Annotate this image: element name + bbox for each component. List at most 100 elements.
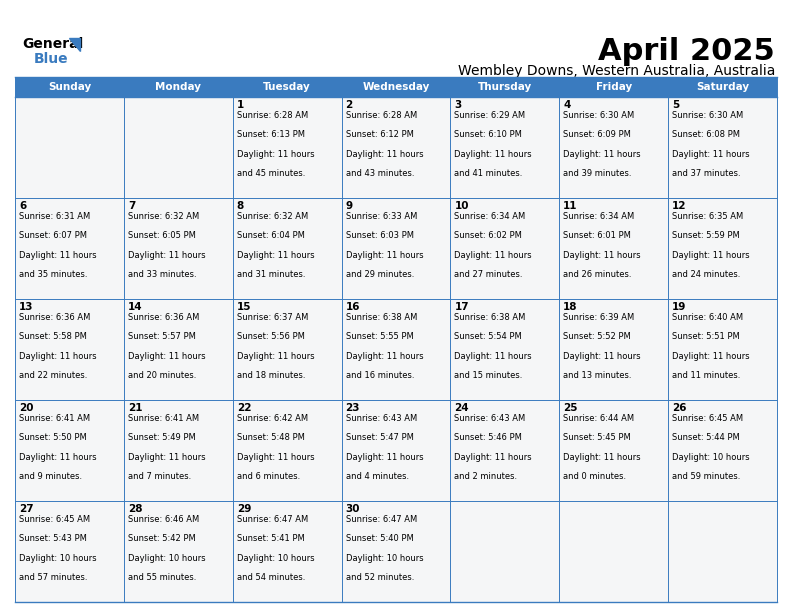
Bar [233, 97, 341, 198]
Bar [15, 299, 124, 400]
Text: Sunrise: 6:32 AM: Sunrise: 6:32 AM [237, 212, 308, 221]
Text: and 52 minutes.: and 52 minutes. [345, 573, 414, 582]
Text: Sunrise: 6:30 AM: Sunrise: 6:30 AM [563, 111, 634, 120]
Bar [451, 97, 559, 198]
Text: Sunset: 5:54 PM: Sunset: 5:54 PM [455, 332, 522, 341]
Text: Sunrise: 6:45 AM: Sunrise: 6:45 AM [672, 414, 743, 423]
Text: Sunrise: 6:28 AM: Sunrise: 6:28 AM [345, 111, 417, 120]
Text: and 45 minutes.: and 45 minutes. [237, 169, 305, 178]
Text: Sunset: 5:45 PM: Sunset: 5:45 PM [563, 433, 631, 442]
Text: Sunrise: 6:34 AM: Sunrise: 6:34 AM [563, 212, 634, 221]
Text: Sunrise: 6:28 AM: Sunrise: 6:28 AM [237, 111, 308, 120]
Text: Daylight: 11 hours: Daylight: 11 hours [563, 251, 641, 259]
Bar [451, 299, 559, 400]
Text: 14: 14 [128, 302, 143, 312]
Bar [233, 501, 341, 602]
Text: Wembley Downs, Western Australia, Australia: Wembley Downs, Western Australia, Austra… [458, 64, 775, 78]
Text: Sunset: 6:07 PM: Sunset: 6:07 PM [19, 231, 87, 241]
Text: Sunrise: 6:47 AM: Sunrise: 6:47 AM [345, 515, 417, 524]
Text: Sunrise: 6:36 AM: Sunrise: 6:36 AM [128, 313, 200, 322]
Text: Sunset: 5:56 PM: Sunset: 5:56 PM [237, 332, 305, 341]
Bar [15, 77, 777, 97]
Bar [15, 97, 124, 198]
Text: Daylight: 11 hours: Daylight: 11 hours [237, 150, 314, 159]
Text: 22: 22 [237, 403, 251, 413]
Text: Sunset: 5:51 PM: Sunset: 5:51 PM [672, 332, 740, 341]
Text: Daylight: 11 hours: Daylight: 11 hours [128, 251, 205, 259]
Text: Sunday: Sunday [48, 82, 91, 92]
Text: Daylight: 11 hours: Daylight: 11 hours [455, 150, 532, 159]
Text: and 4 minutes.: and 4 minutes. [345, 472, 409, 481]
Text: 16: 16 [345, 302, 360, 312]
Bar [15, 400, 124, 501]
Text: Sunrise: 6:41 AM: Sunrise: 6:41 AM [128, 414, 199, 423]
Text: 18: 18 [563, 302, 578, 312]
Text: Sunrise: 6:45 AM: Sunrise: 6:45 AM [19, 515, 90, 524]
Text: and 22 minutes.: and 22 minutes. [19, 371, 87, 380]
Text: 20: 20 [19, 403, 33, 413]
Bar [559, 501, 668, 602]
Bar [668, 198, 777, 299]
Text: Monday: Monday [155, 82, 201, 92]
Bar [233, 198, 341, 299]
Text: and 39 minutes.: and 39 minutes. [563, 169, 632, 178]
Text: Sunset: 5:47 PM: Sunset: 5:47 PM [345, 433, 413, 442]
Text: and 26 minutes.: and 26 minutes. [563, 270, 632, 279]
Text: 28: 28 [128, 504, 143, 514]
Text: Sunrise: 6:38 AM: Sunrise: 6:38 AM [345, 313, 417, 322]
Text: Sunrise: 6:30 AM: Sunrise: 6:30 AM [672, 111, 744, 120]
Text: Sunrise: 6:42 AM: Sunrise: 6:42 AM [237, 414, 308, 423]
Text: Sunset: 5:46 PM: Sunset: 5:46 PM [455, 433, 522, 442]
Text: Sunrise: 6:47 AM: Sunrise: 6:47 AM [237, 515, 308, 524]
Text: Daylight: 11 hours: Daylight: 11 hours [345, 251, 423, 259]
Bar [233, 299, 341, 400]
Text: Sunset: 5:41 PM: Sunset: 5:41 PM [237, 534, 304, 543]
Text: Sunrise: 6:34 AM: Sunrise: 6:34 AM [455, 212, 526, 221]
Text: 3: 3 [455, 100, 462, 110]
Text: and 7 minutes.: and 7 minutes. [128, 472, 191, 481]
Bar [559, 97, 668, 198]
Bar [341, 501, 451, 602]
Bar [668, 501, 777, 602]
Text: Sunset: 5:49 PM: Sunset: 5:49 PM [128, 433, 196, 442]
Bar [124, 299, 233, 400]
Text: Daylight: 11 hours: Daylight: 11 hours [455, 453, 532, 461]
Text: 1: 1 [237, 100, 244, 110]
Text: Sunset: 6:10 PM: Sunset: 6:10 PM [455, 130, 522, 140]
Text: Sunrise: 6:33 AM: Sunrise: 6:33 AM [345, 212, 417, 221]
Text: Daylight: 10 hours: Daylight: 10 hours [672, 453, 750, 461]
Text: Saturday: Saturday [696, 82, 749, 92]
Text: 24: 24 [455, 403, 469, 413]
Text: Sunrise: 6:37 AM: Sunrise: 6:37 AM [237, 313, 308, 322]
Text: and 20 minutes.: and 20 minutes. [128, 371, 196, 380]
Text: Sunset: 5:58 PM: Sunset: 5:58 PM [19, 332, 87, 341]
Text: Sunrise: 6:29 AM: Sunrise: 6:29 AM [455, 111, 526, 120]
Text: 21: 21 [128, 403, 143, 413]
Text: Daylight: 11 hours: Daylight: 11 hours [563, 150, 641, 159]
Text: Daylight: 11 hours: Daylight: 11 hours [19, 352, 97, 360]
Text: Friday: Friday [596, 82, 632, 92]
Text: and 41 minutes.: and 41 minutes. [455, 169, 523, 178]
Bar [233, 400, 341, 501]
Text: Daylight: 11 hours: Daylight: 11 hours [19, 251, 97, 259]
Text: Sunset: 5:44 PM: Sunset: 5:44 PM [672, 433, 740, 442]
Text: 11: 11 [563, 201, 578, 211]
Bar [451, 198, 559, 299]
Text: Thursday: Thursday [478, 82, 532, 92]
Bar [451, 400, 559, 501]
Text: and 6 minutes.: and 6 minutes. [237, 472, 300, 481]
Text: Daylight: 11 hours: Daylight: 11 hours [672, 150, 750, 159]
Text: Daylight: 11 hours: Daylight: 11 hours [455, 352, 532, 360]
Text: Daylight: 11 hours: Daylight: 11 hours [128, 453, 205, 461]
Text: Daylight: 11 hours: Daylight: 11 hours [237, 453, 314, 461]
Bar [124, 198, 233, 299]
Text: Daylight: 11 hours: Daylight: 11 hours [237, 251, 314, 259]
Text: Daylight: 11 hours: Daylight: 11 hours [237, 352, 314, 360]
Text: and 31 minutes.: and 31 minutes. [237, 270, 305, 279]
Text: and 9 minutes.: and 9 minutes. [19, 472, 82, 481]
Text: Daylight: 11 hours: Daylight: 11 hours [345, 352, 423, 360]
Text: 2: 2 [345, 100, 352, 110]
Text: 26: 26 [672, 403, 687, 413]
Text: Daylight: 11 hours: Daylight: 11 hours [563, 453, 641, 461]
Text: 9: 9 [345, 201, 352, 211]
